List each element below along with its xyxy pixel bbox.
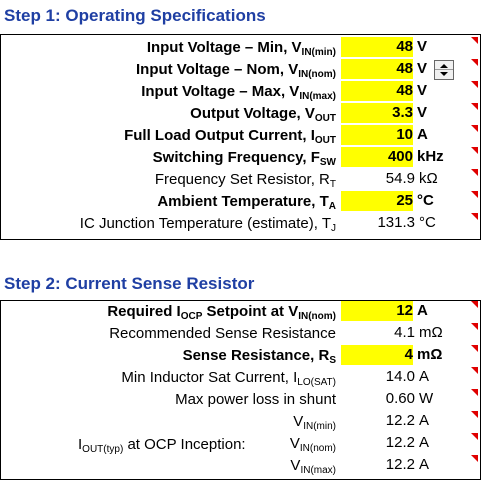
comment-indicator-icon[interactable]	[471, 81, 478, 88]
comment-indicator-icon[interactable]	[471, 433, 478, 440]
input-cell[interactable]: 12	[341, 301, 413, 321]
table-row: VIN(max) 12.2 A	[1, 455, 480, 476]
row-label: Sense Resistance, RS	[182, 347, 336, 366]
unit-label: A	[417, 302, 428, 319]
unit-label: A	[419, 456, 430, 473]
row-label: VIN(min)	[293, 413, 336, 432]
row-label: Min Inductor Sat Current, ILO(SAT)	[121, 369, 336, 388]
value-cell: 12.2	[385, 434, 415, 451]
unit-label: °C	[419, 214, 436, 231]
table-row: Max power loss in shunt 0.60 W	[1, 389, 480, 409]
input-cell[interactable]: 3.3	[341, 103, 413, 123]
arrow-down-icon[interactable]	[440, 72, 448, 76]
comment-indicator-icon[interactable]	[471, 323, 478, 330]
unit-label: kHz	[417, 148, 444, 165]
comment-indicator-icon[interactable]	[471, 169, 478, 176]
unit-label: V	[417, 60, 428, 77]
comment-indicator-icon[interactable]	[471, 213, 478, 220]
input-cell[interactable]: 10	[341, 125, 413, 145]
table-row: Min Inductor Sat Current, ILO(SAT) 14.0 A	[1, 367, 480, 388]
spin-button[interactable]	[434, 60, 454, 80]
table-row: Full Load Output Current, IOUT 10 A	[1, 125, 480, 146]
table-row: Recommended Sense Resistance 4.1 mΩ	[1, 323, 480, 343]
table-row: Input Voltage – Nom, VIN(nom) 48 V	[1, 59, 480, 80]
arrow-up-icon[interactable]	[440, 64, 448, 68]
comment-indicator-icon[interactable]	[471, 147, 478, 154]
input-cell[interactable]: 4	[341, 345, 413, 365]
row-label: Recommended Sense Resistance	[109, 325, 336, 342]
unit-label: kΩ	[419, 170, 438, 187]
unit-label: W	[419, 390, 434, 407]
value-cell: 12.2	[385, 412, 415, 429]
unit-label: mΩ	[417, 346, 443, 363]
comment-indicator-icon[interactable]	[471, 345, 478, 352]
unit-label: °C	[417, 192, 434, 209]
table-row: IC Junction Temperature (estimate), TJ 13…	[1, 213, 480, 234]
value-cell: 131.3	[377, 214, 415, 231]
unit-label: A	[419, 434, 430, 451]
table-row: Sense Resistance, RS 4 mΩ	[1, 345, 480, 366]
row-label: Full Load Output Current, IOUT	[124, 127, 336, 146]
row-label: Switching Frequency, FSW	[152, 149, 336, 168]
input-cell[interactable]: 25	[341, 191, 413, 211]
table-row: Required IOCP Setpoint at VIN(nom) 12 A	[1, 301, 480, 322]
comment-indicator-icon[interactable]	[471, 125, 478, 132]
row-label: Input Voltage – Max, VIN(max)	[141, 83, 336, 102]
row-label: Output Voltage, VOUT	[190, 105, 336, 124]
row-label: Required IOCP Setpoint at VIN(nom)	[107, 303, 336, 322]
value-cell: 4.1	[394, 324, 415, 341]
unit-label: mΩ	[419, 324, 443, 341]
comment-indicator-icon[interactable]	[471, 301, 478, 308]
comment-indicator-icon[interactable]	[471, 455, 478, 462]
unit-label: A	[417, 126, 428, 143]
comment-indicator-icon[interactable]	[471, 191, 478, 198]
unit-label: V	[417, 104, 428, 121]
input-cell[interactable]: 48	[341, 37, 413, 57]
operating-specs-table: Input Voltage – Min, VIN(min) 48 V Input Vo…	[0, 34, 481, 240]
comment-indicator-icon[interactable]	[471, 103, 478, 110]
step1-title: Step 1: Operating Specifications	[4, 6, 266, 25]
row-label: Ambient Temperature, TA	[157, 193, 336, 212]
unit-label: V	[417, 82, 428, 99]
input-cell[interactable]: 400	[341, 147, 413, 167]
value-cell: 14.0	[385, 368, 415, 385]
table-row: Switching Frequency, FSW 400 kHz	[1, 147, 480, 168]
row-label: Input Voltage – Nom, VIN(nom)	[135, 61, 336, 80]
table-row: VIN(min) 12.2 A	[1, 411, 480, 432]
input-cell[interactable]: 48	[341, 81, 413, 101]
table-row: Frequency Set Resistor, RT 54.9 kΩ	[1, 169, 480, 190]
spinner-divider	[435, 69, 453, 70]
unit-label: A	[419, 412, 430, 429]
value-cell: 12.2	[385, 456, 415, 473]
row-label: Frequency Set Resistor, RT	[154, 171, 336, 190]
input-cell[interactable]: 48	[341, 59, 413, 79]
row-label: Input Voltage – Min, VIN(min)	[146, 39, 336, 58]
row-label: IC Junction Temperature (estimate), TJ	[79, 215, 336, 234]
row-label: VIN(max)	[290, 457, 336, 476]
step2-title: Step 2: Current Sense Resistor	[4, 274, 255, 293]
comment-indicator-icon[interactable]	[471, 389, 478, 396]
comment-indicator-icon[interactable]	[471, 367, 478, 374]
row-label: VIN(nom)	[289, 435, 336, 454]
comment-indicator-icon[interactable]	[471, 59, 478, 66]
current-sense-table: Required IOCP Setpoint at VIN(nom) 12 A Rec…	[0, 300, 481, 480]
unit-label: A	[419, 368, 430, 385]
ocp-inception-label: IOUT(typ) at OCP Inception:	[78, 436, 246, 455]
unit-label: V	[417, 38, 428, 55]
table-row: VIN(nom) 12.2 A	[1, 433, 480, 454]
table-row: Output Voltage, VOUT 3.3 V	[1, 103, 480, 124]
row-label: Max power loss in shunt	[175, 391, 336, 408]
table-row: Input Voltage – Max, VIN(max) 48 V	[1, 81, 480, 102]
table-row: Input Voltage – Min, VIN(min) 48 V	[1, 37, 480, 58]
table-row: Ambient Temperature, TA 25 °C	[1, 191, 480, 212]
comment-indicator-icon[interactable]	[471, 411, 478, 418]
value-cell: 0.60	[385, 390, 415, 407]
comment-indicator-icon[interactable]	[471, 37, 478, 44]
value-cell: 54.9	[385, 170, 415, 187]
